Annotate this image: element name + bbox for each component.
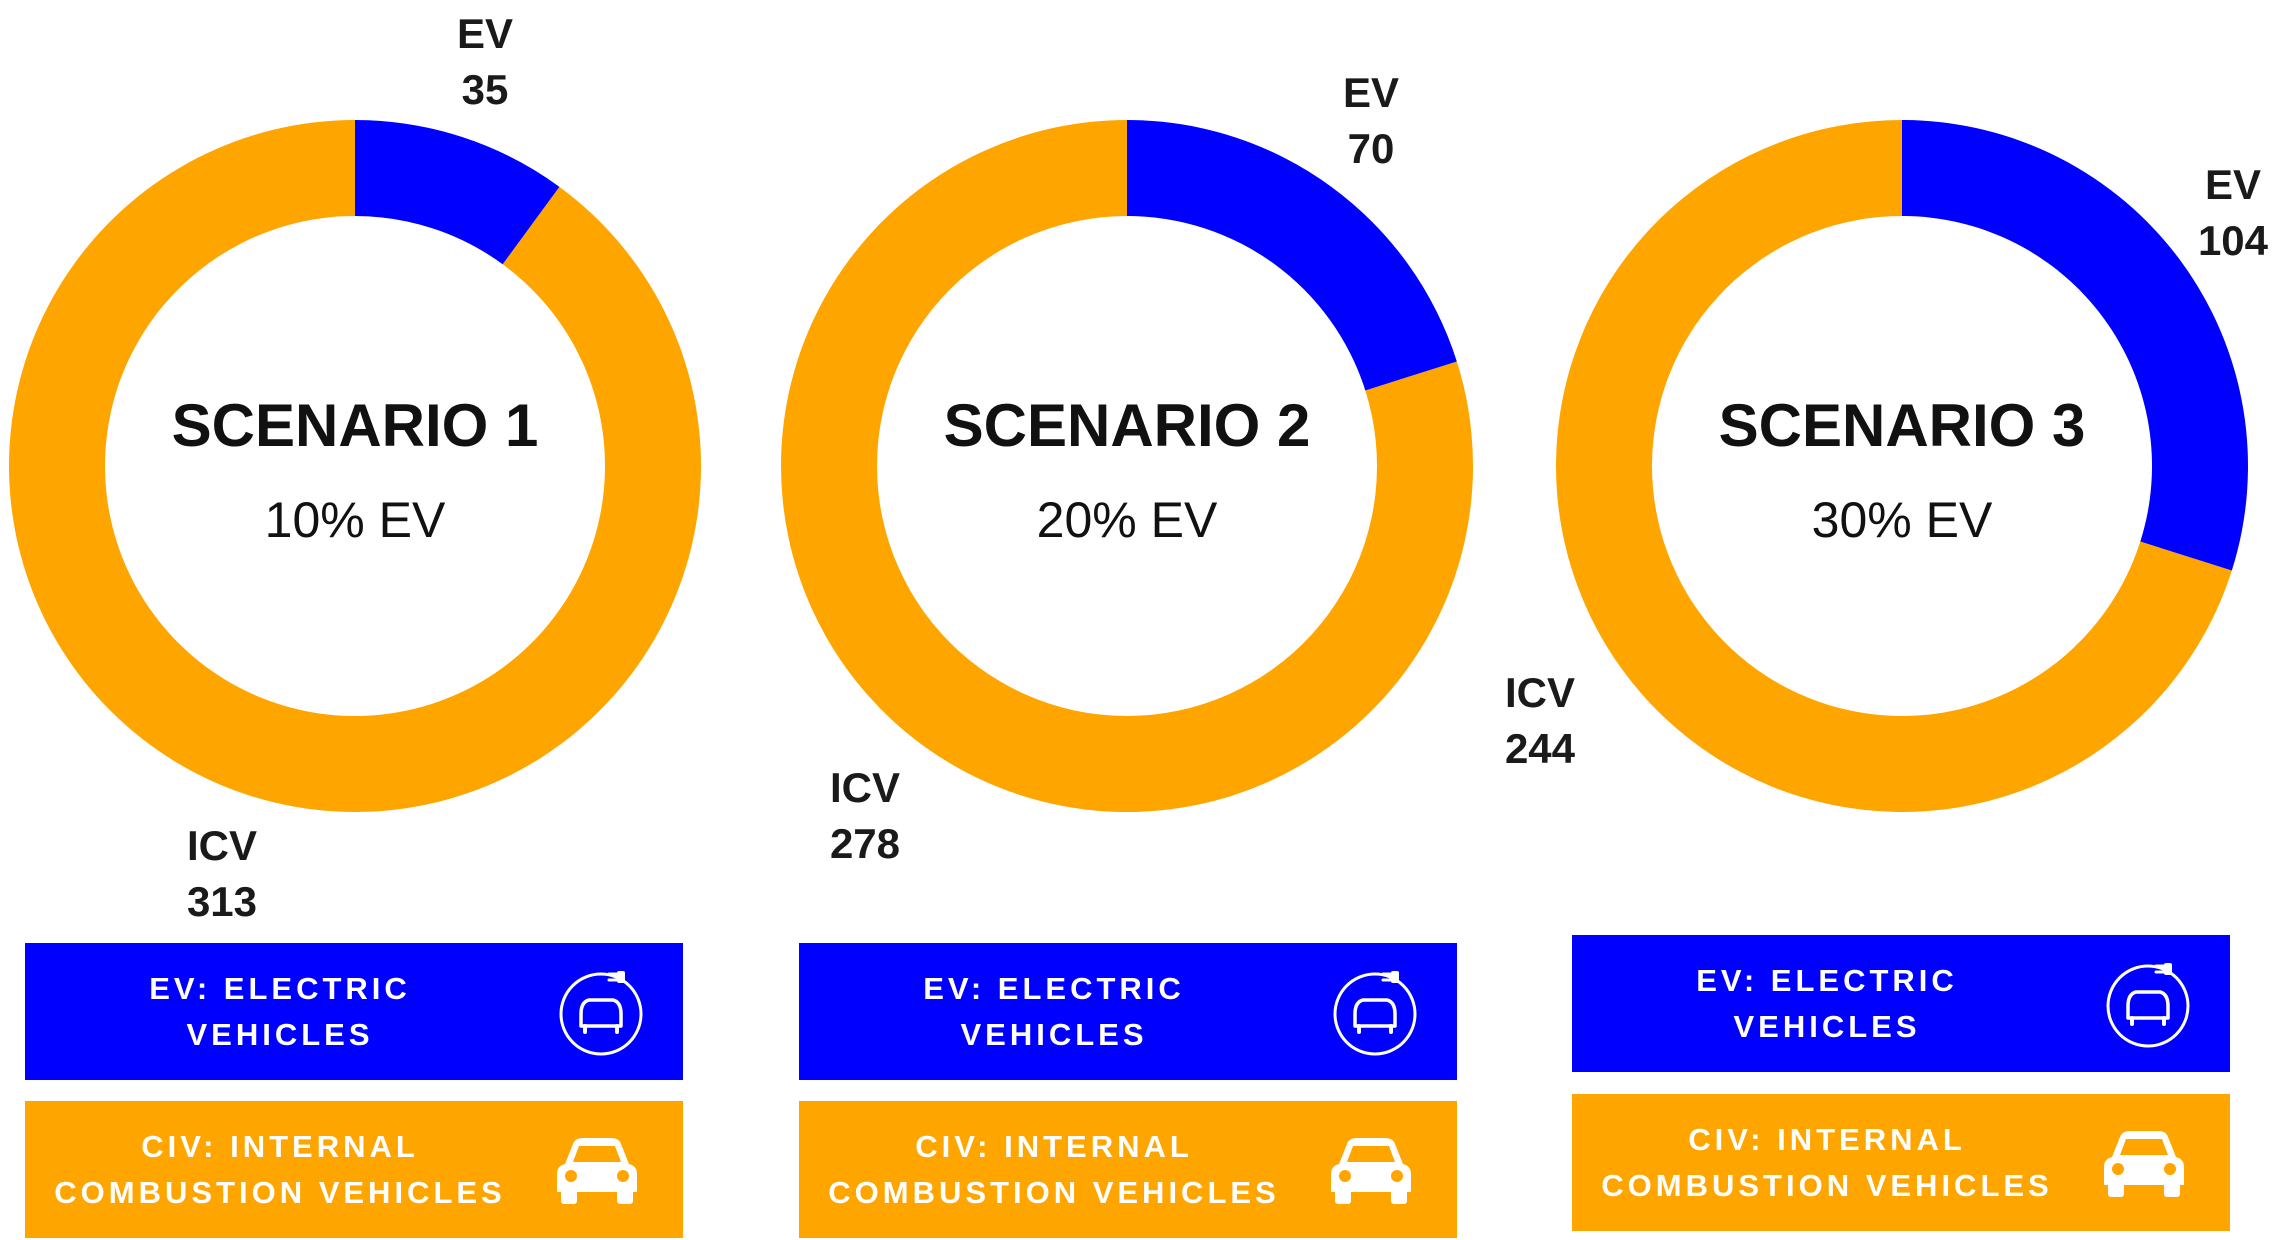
scenario-2-ev-legend: EV: ELECTRIC VEHICLES [799, 943, 1457, 1080]
scenario-3-ev-legend: EV: ELECTRIC VEHICLES [1572, 935, 2230, 1072]
ev-charging-car-icon [1333, 970, 1417, 1055]
icv-legend-text: CIV: INTERNAL COMBUSTION VEHICLES [25, 1124, 535, 1216]
scenario-3-title: SCENARIO 3 [1719, 392, 2086, 459]
scenario-2-ev-slice [1127, 120, 1457, 391]
icv-legend-line1: CIV: INTERNAL [915, 1128, 1193, 1164]
scenario-1-title: SCENARIO 1 [172, 392, 539, 459]
icv-legend-text: CIV: INTERNAL COMBUSTION VEHICLES [1572, 1117, 2082, 1209]
scenario-1-chart: SCENARIO 1 10% EV EV 35 ICV 313 [8, 10, 702, 925]
scenario-1-subtitle: 10% EV [265, 492, 446, 548]
scenario-1-ev-value: 35 [462, 66, 509, 113]
icv-legend-line2: COMBUSTION VEHICLES [1601, 1167, 2053, 1203]
scenario-3-icv-value: 244 [1505, 725, 1576, 772]
scenario-1-icv-slice [8, 120, 702, 812]
ev-legend-text: EV: ELECTRIC VEHICLES [799, 966, 1309, 1058]
scenario-1-ev-slice [355, 120, 560, 265]
scenario-2-ev-label: EV [1343, 69, 1399, 116]
scenario-3-ev-value: 104 [2198, 217, 2269, 264]
ev-charging-car-icon [2106, 962, 2190, 1047]
ev-charging-car-icon [559, 970, 643, 1055]
icv-legend-line2: COMBUSTION VEHICLES [828, 1174, 1280, 1210]
scenario-1-ev-label: EV [457, 10, 513, 57]
car-icon [2104, 1130, 2184, 1197]
scenario-2-ev-value: 70 [1348, 125, 1395, 172]
scenario-2-subtitle: 20% EV [1037, 492, 1218, 548]
scenario-1-ev-legend: EV: ELECTRIC VEHICLES [25, 943, 683, 1080]
scenario-2-icv-value: 278 [830, 820, 900, 867]
scenario-3-icv-label: ICV [1505, 669, 1575, 716]
ev-legend-line2: VEHICLES [1733, 1008, 1921, 1044]
car-icon [557, 1137, 637, 1204]
icv-legend-line2: COMBUSTION VEHICLES [54, 1174, 506, 1210]
ev-legend-line1: EV: ELECTRIC [149, 970, 411, 1006]
scenario-1-icv-label: ICV [187, 822, 257, 869]
scenario-2-icv-legend: CIV: INTERNAL COMBUSTION VEHICLES [799, 1101, 1457, 1238]
scenario-2-icv-label: ICV [830, 764, 900, 811]
ev-legend-line1: EV: ELECTRIC [923, 970, 1185, 1006]
ev-legend-line2: VEHICLES [960, 1016, 1148, 1052]
scenario-2-title: SCENARIO 2 [944, 392, 1311, 459]
car-icon [1331, 1137, 1411, 1204]
scenario-3-ev-label: EV [2205, 161, 2261, 208]
ev-legend-line2: VEHICLES [186, 1016, 374, 1052]
ev-legend-text: EV: ELECTRIC VEHICLES [1572, 958, 2082, 1050]
ev-legend-text: EV: ELECTRIC VEHICLES [25, 966, 535, 1058]
scenario-2-chart: SCENARIO 2 20% EV EV 70 ICV 278 [781, 69, 1473, 867]
scenario-3-subtitle: 30% EV [1812, 492, 1993, 548]
scenario-3-icv-legend: CIV: INTERNAL COMBUSTION VEHICLES [1572, 1094, 2230, 1231]
icv-legend-text: CIV: INTERNAL COMBUSTION VEHICLES [799, 1124, 1309, 1216]
scenario-3-ev-slice [1902, 120, 2248, 571]
scenario-1-icv-legend: CIV: INTERNAL COMBUSTION VEHICLES [25, 1101, 683, 1238]
icv-legend-line1: CIV: INTERNAL [1688, 1121, 1966, 1157]
icv-legend-line1: CIV: INTERNAL [141, 1128, 419, 1164]
scenario-1-icv-value: 313 [187, 878, 257, 925]
ev-legend-line1: EV: ELECTRIC [1696, 962, 1958, 998]
scenario-3-chart: SCENARIO 3 30% EV EV 104 ICV 244 [1505, 120, 2269, 812]
